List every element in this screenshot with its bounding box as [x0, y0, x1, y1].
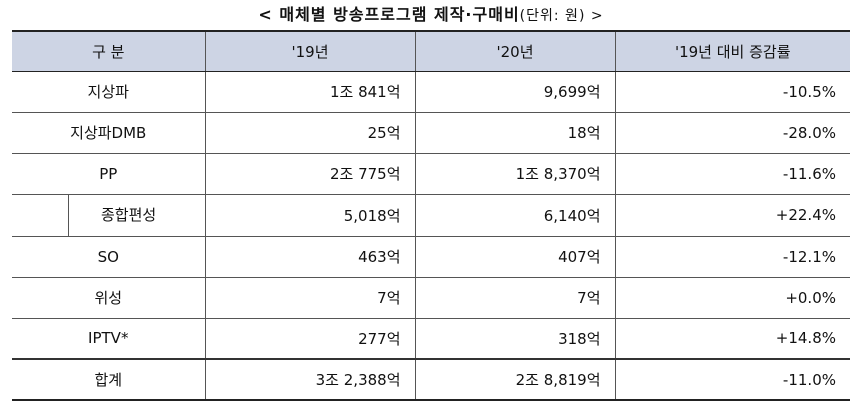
total-row: 합계 3조 2,388억 2조 8,819억 -11.0% [12, 358, 850, 401]
header-category: 구 분 [12, 30, 205, 72]
value-change: -12.1% [614, 236, 850, 278]
value-2019: 7억 [204, 277, 415, 319]
table-row: SO 463억 407억 -12.1% [12, 236, 850, 278]
row-label: SO [12, 236, 205, 278]
row-label: 종합편성 [68, 194, 205, 235]
total-2020: 2조 8,819억 [414, 358, 615, 401]
row-label-cell: 종합편성 [12, 194, 205, 237]
header-2020: '20년 [414, 30, 615, 72]
value-change: -10.5% [614, 71, 850, 113]
value-2019: 2조 775억 [204, 153, 415, 195]
header-2019: '19년 [204, 30, 415, 72]
value-2019: 463억 [204, 236, 415, 278]
total-change: -11.0% [614, 358, 850, 401]
table-row: 지상파DMB 25억 18억 -28.0% [12, 112, 850, 154]
row-label: 위성 [12, 277, 205, 319]
table-row: PP 2조 775억 1조 8,370억 -11.6% [12, 153, 850, 195]
value-change: -28.0% [614, 112, 850, 154]
table-row: IPTV* 277억 318억 +14.8% [12, 318, 850, 360]
table-row-sub: 종합편성 5,018억 6,140억 +22.4% [12, 194, 850, 237]
value-2020: 7억 [414, 277, 615, 319]
value-change: +0.0% [614, 277, 850, 319]
value-change: -11.6% [614, 153, 850, 195]
value-change: +14.8% [614, 318, 850, 360]
value-2020: 9,699억 [414, 71, 615, 113]
header-change: '19년 대비 증감률 [614, 30, 850, 72]
value-2020: 407억 [414, 236, 615, 278]
total-2019: 3조 2,388억 [204, 358, 415, 401]
value-2019: 25억 [204, 112, 415, 154]
table-row: 위성 7억 7억 +0.0% [12, 277, 850, 319]
value-2019: 5,018억 [204, 194, 415, 237]
title-main: < 매체별 방송프로그램 제작·구매비 [258, 5, 520, 24]
table-row: 지상파 1조 841억 9,699억 -10.5% [12, 71, 850, 113]
broadcast-cost-table: 구 분 '19년 '20년 '19년 대비 증감률 지상파 1조 841억 9,… [12, 30, 850, 401]
value-2020: 18억 [414, 112, 615, 154]
value-2020: 6,140억 [414, 194, 615, 237]
row-label: 지상파 [12, 71, 205, 113]
table-title: < 매체별 방송프로그램 제작·구매비(단위: 원) > [0, 0, 862, 30]
header-row: 구 분 '19년 '20년 '19년 대비 증감률 [12, 30, 850, 72]
value-2020: 1조 8,370억 [414, 153, 615, 195]
value-2020: 318억 [414, 318, 615, 360]
row-label: 지상파DMB [12, 112, 205, 154]
row-label: IPTV* [12, 318, 205, 360]
value-2019: 1조 841억 [204, 71, 415, 113]
title-unit: (단위: 원) > [519, 8, 604, 24]
total-label: 합계 [12, 358, 205, 401]
row-label: PP [12, 153, 205, 195]
value-2019: 277억 [204, 318, 415, 360]
value-change: +22.4% [614, 194, 850, 237]
